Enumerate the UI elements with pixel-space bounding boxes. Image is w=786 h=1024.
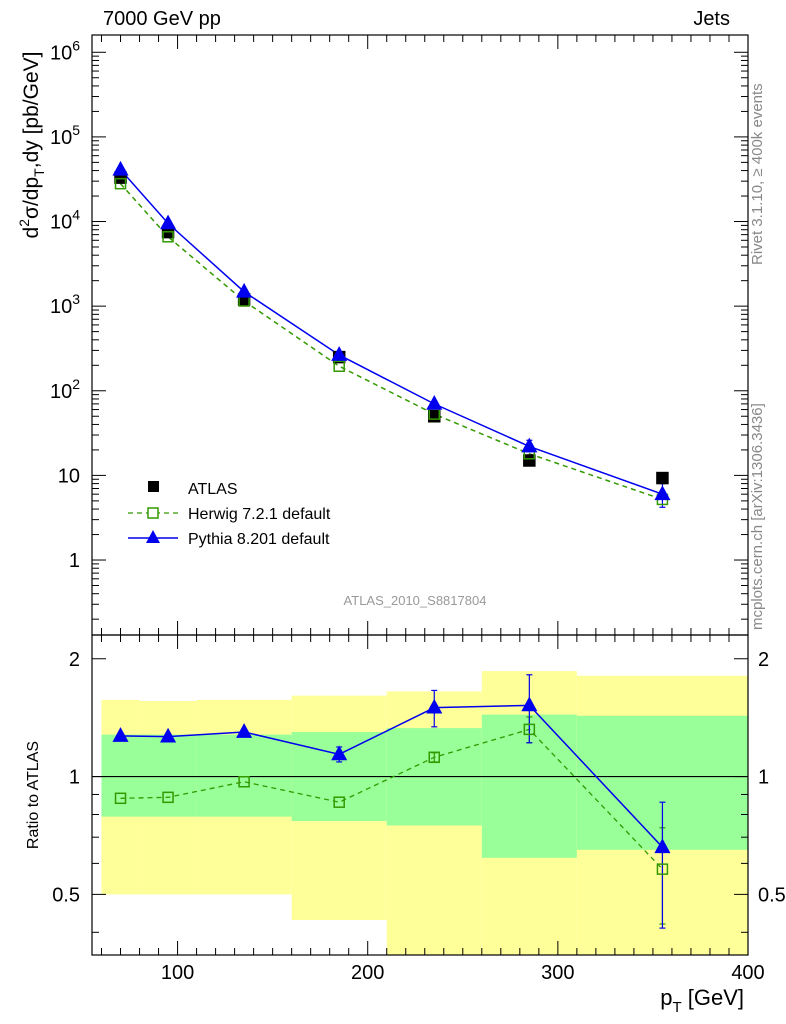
- pythia-point: [160, 214, 177, 230]
- pythia-point: [236, 282, 253, 298]
- ratio-y-axis-label: Ratio to ATLAS: [25, 741, 42, 849]
- x-tick-label: 400: [731, 962, 764, 984]
- ratio-herwig-point: [114, 792, 127, 805]
- pythia-line: [119, 169, 663, 495]
- y-tick-label: 106: [50, 37, 80, 64]
- ratio-pythia-point: [521, 696, 538, 712]
- ratio-herwig-point: [162, 791, 174, 804]
- observable-label: Jets: [693, 8, 730, 30]
- atlas-point: [428, 409, 441, 423]
- ratio-y-tick-label-right: 2: [758, 649, 769, 671]
- ratio-herwig-point: [428, 751, 441, 764]
- pythia-point: [521, 437, 538, 453]
- ratio-y-tick-label-right: 0.5: [758, 884, 786, 906]
- pythia-point: [331, 346, 348, 361]
- y-tick-label: 105: [50, 122, 80, 149]
- ratio-pythia-point: [160, 727, 177, 743]
- rivet-version-label: Rivet 3.1.10, ≥ 400k events: [749, 83, 766, 265]
- atlas-point: [523, 454, 536, 467]
- herwig-point: [114, 177, 127, 190]
- pythia-point: [112, 160, 129, 176]
- legend-herwig-label: Herwig 7.2.1 default: [188, 506, 331, 523]
- y-tick-label: 102: [50, 376, 80, 403]
- legend-pythia-marker: [146, 530, 160, 543]
- ratio-uncertainty-bands: [101, 671, 748, 955]
- ratio-pythia-point: [236, 723, 253, 738]
- x-tick-label: 200: [351, 962, 384, 984]
- legend-herwig-marker: [147, 507, 159, 519]
- ratio-herwig-point: [333, 796, 345, 808]
- process-label: 7000 GeV pp: [103, 8, 221, 30]
- herwig-line: [119, 183, 663, 501]
- x-tick-label: 100: [161, 962, 194, 984]
- ratio-pythia-point: [654, 838, 671, 854]
- ratio-pythia-point: [331, 745, 348, 761]
- ratio-herwig-point: [656, 863, 669, 875]
- ratio-pythia-point: [112, 727, 129, 742]
- ratio-herwig-point: [523, 723, 536, 736]
- ratio-pythia-point: [426, 698, 443, 714]
- legend-atlas-marker: [148, 481, 159, 492]
- x-tick-label: 300: [541, 962, 574, 984]
- x-axis-label: pT [GeV]: [660, 985, 744, 1016]
- y-tick-label: 104: [50, 207, 80, 234]
- ratio-y-tick-label: 2: [69, 649, 80, 671]
- atlas-point: [656, 471, 669, 485]
- ratio-herwig-point: [238, 775, 250, 788]
- ratio-plot-frame: [91, 634, 749, 956]
- mcplots-label: mcplots.cern.ch [arXiv:1306.3436]: [749, 403, 766, 630]
- band-inner-bin: [101, 734, 140, 817]
- y-tick-label: 103: [50, 291, 80, 318]
- y-tick-label: 1: [69, 550, 80, 572]
- pythia-point: [426, 395, 443, 410]
- herwig-point: [333, 360, 345, 372]
- band-inner-bin: [196, 734, 292, 817]
- ratio-y-tick-label: 1: [69, 767, 80, 789]
- pythia-point: [654, 485, 671, 501]
- y-tick-label: 10: [58, 465, 80, 487]
- ratio-y-tick-label: 0.5: [52, 884, 80, 906]
- legend-pythia-label: Pythia 8.201 default: [188, 531, 330, 548]
- herwig-point: [162, 231, 174, 243]
- analysis-id-label: ATLAS_2010_S8817804: [344, 593, 487, 608]
- band-inner-bin: [139, 734, 197, 817]
- legend-atlas-label: ATLAS: [188, 481, 238, 498]
- legend: ATLAS Herwig 7.2.1 default Pythia 8.201 de…: [128, 481, 331, 548]
- ratio-y-tick-label-right: 1: [758, 767, 769, 789]
- y-axis-label: d2σ/dpT,dy [pb/GeV]: [16, 52, 47, 239]
